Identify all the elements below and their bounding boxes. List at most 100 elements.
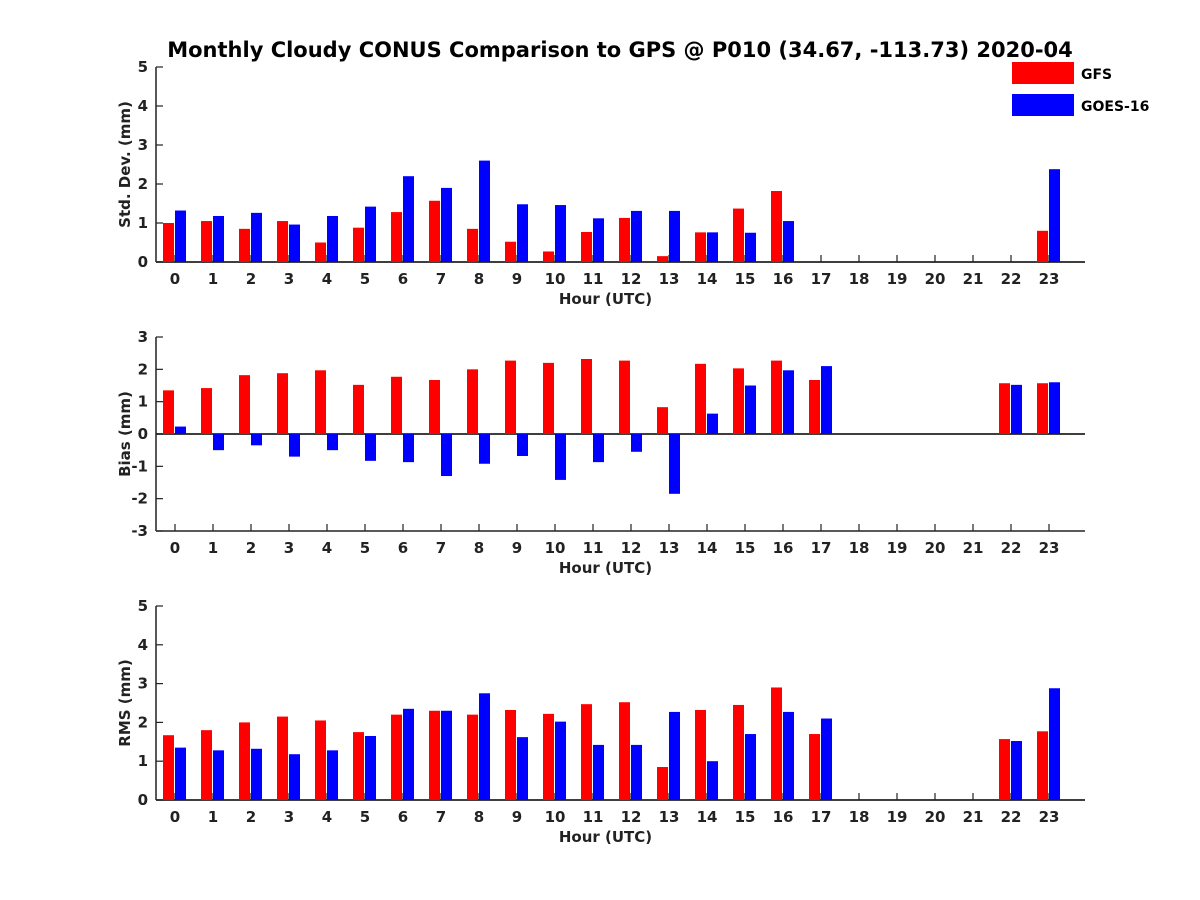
bar-gfs-13 xyxy=(657,407,668,434)
bar-goes16-16 xyxy=(783,370,794,434)
x-tick-label: 4 xyxy=(322,270,332,288)
y-axis-label: RMS (mm) xyxy=(116,659,134,746)
bar-goes16-14 xyxy=(707,413,718,434)
bar-goes16-8 xyxy=(479,693,490,800)
bar-gfs-2 xyxy=(239,722,250,800)
y-tick-label: 0 xyxy=(138,425,148,443)
bar-goes16-6 xyxy=(403,176,414,262)
x-tick-label: 15 xyxy=(735,808,756,826)
bar-gfs-5 xyxy=(353,227,364,262)
x-tick-label: 11 xyxy=(583,808,604,826)
bar-gfs-14 xyxy=(695,232,706,262)
bar-gfs-17 xyxy=(809,734,820,800)
x-tick-label: 7 xyxy=(436,270,446,288)
legend: GFS GOES-16 xyxy=(1012,62,1149,116)
x-tick-label: 18 xyxy=(849,808,870,826)
bar-gfs-2 xyxy=(239,375,250,434)
bar-goes16-6 xyxy=(403,708,414,800)
bar-goes16-10 xyxy=(555,434,566,480)
bar-goes16-12 xyxy=(631,210,642,262)
y-tick-label: 1 xyxy=(138,214,148,232)
x-tick-label: 17 xyxy=(811,808,832,826)
x-tick-label: 19 xyxy=(887,539,908,557)
bar-gfs-16 xyxy=(771,191,782,262)
bar-goes16-23 xyxy=(1049,382,1060,434)
x-tick-label: 14 xyxy=(697,539,718,557)
bar-gfs-15 xyxy=(733,208,744,262)
bar-goes16-0 xyxy=(175,747,186,800)
bar-gfs-3 xyxy=(277,221,288,262)
x-tick-label: 22 xyxy=(1001,270,1022,288)
bar-gfs-12 xyxy=(619,360,630,434)
bar-goes16-10 xyxy=(555,205,566,262)
bar-gfs-8 xyxy=(467,714,478,800)
x-tick-label: 9 xyxy=(512,539,522,557)
bar-gfs-7 xyxy=(429,710,440,800)
x-tick-label: 1 xyxy=(208,808,218,826)
bar-goes16-15 xyxy=(745,232,756,262)
y-axis-label: Std. Dev. (mm) xyxy=(116,101,134,228)
y-tick-label: 3 xyxy=(138,136,148,154)
bar-gfs-5 xyxy=(353,384,364,434)
bar-gfs-12 xyxy=(619,702,630,800)
bar-gfs-0 xyxy=(163,223,174,262)
x-axis-label: Hour (UTC) xyxy=(559,290,652,308)
bar-goes16-7 xyxy=(441,187,452,262)
x-axis-label: Hour (UTC) xyxy=(559,828,652,846)
x-tick-label: 3 xyxy=(284,539,294,557)
x-tick-label: 5 xyxy=(360,539,370,557)
bar-goes16-1 xyxy=(213,215,224,262)
y-axis-label: Bias (mm) xyxy=(116,391,134,477)
x-tick-label: 6 xyxy=(398,270,408,288)
y-tick-label: 1 xyxy=(138,752,148,770)
bar-gfs-13 xyxy=(657,767,668,800)
bar-goes16-6 xyxy=(403,434,414,463)
x-tick-label: 18 xyxy=(849,539,870,557)
x-tick-label: 20 xyxy=(925,270,946,288)
x-tick-label: 8 xyxy=(474,808,484,826)
bar-goes16-1 xyxy=(213,434,224,451)
x-tick-label: 11 xyxy=(583,539,604,557)
bar-goes16-10 xyxy=(555,721,566,800)
bar-goes16-7 xyxy=(441,710,452,800)
bar-goes16-9 xyxy=(517,204,528,262)
bar-goes16-4 xyxy=(327,434,338,451)
x-tick-label: 22 xyxy=(1001,539,1022,557)
x-tick-label: 20 xyxy=(925,539,946,557)
bar-gfs-1 xyxy=(201,388,212,434)
x-tick-label: 13 xyxy=(659,808,680,826)
bar-gfs-1 xyxy=(201,221,212,262)
x-tick-label: 4 xyxy=(322,808,332,826)
bar-gfs-11 xyxy=(581,231,592,262)
x-tick-label: 20 xyxy=(925,808,946,826)
bar-goes16-12 xyxy=(631,434,642,452)
x-tick-label: 15 xyxy=(735,270,756,288)
x-tick-label: 3 xyxy=(284,270,294,288)
x-tick-label: 7 xyxy=(436,808,446,826)
bar-gfs-23 xyxy=(1037,383,1048,434)
bar-goes16-11 xyxy=(593,218,604,262)
legend-swatch-goes16 xyxy=(1012,94,1074,116)
bar-gfs-6 xyxy=(391,714,402,800)
bar-gfs-16 xyxy=(771,687,782,800)
bar-gfs-16 xyxy=(771,360,782,434)
y-tick-label: 4 xyxy=(138,636,148,654)
bar-goes16-23 xyxy=(1049,169,1060,262)
bar-gfs-10 xyxy=(543,713,554,800)
x-tick-label: 0 xyxy=(170,539,180,557)
legend-label-gfs: GFS xyxy=(1081,67,1112,83)
bar-goes16-7 xyxy=(441,434,452,477)
y-tick-label: 2 xyxy=(138,175,148,193)
x-tick-label: 3 xyxy=(284,808,294,826)
bar-gfs-12 xyxy=(619,217,630,262)
bar-goes16-17 xyxy=(821,366,832,434)
y-tick-label: 3 xyxy=(138,328,148,346)
bar-goes16-22 xyxy=(1011,384,1022,434)
bar-goes16-2 xyxy=(251,434,262,446)
x-tick-label: 21 xyxy=(963,539,984,557)
x-tick-label: 0 xyxy=(170,270,180,288)
bar-goes16-4 xyxy=(327,750,338,800)
